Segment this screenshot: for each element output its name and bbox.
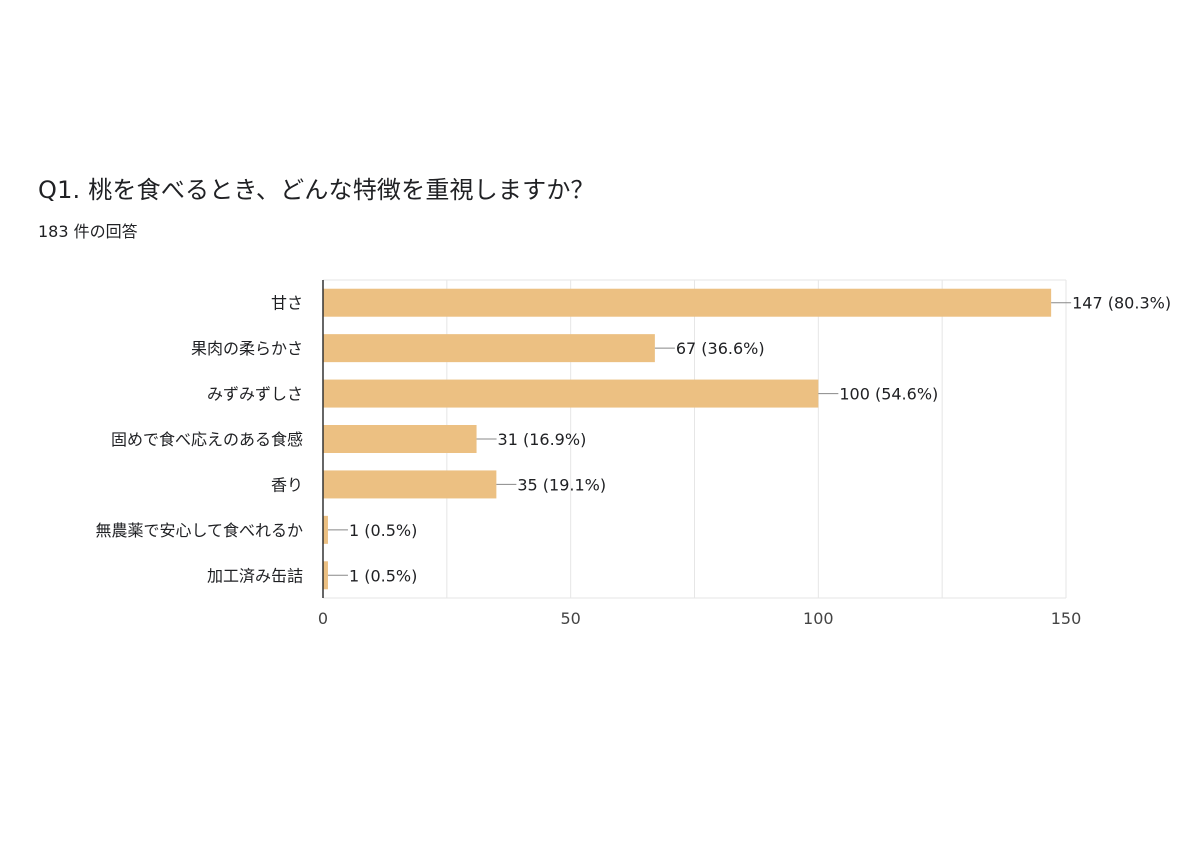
category-label: 果肉の柔らかさ <box>191 339 303 358</box>
bar[interactable] <box>323 425 477 453</box>
data-label: 1 (0.5%) <box>349 566 417 585</box>
data-label: 35 (19.1%) <box>517 475 606 494</box>
x-tick-label: 100 <box>803 609 834 628</box>
bar[interactable] <box>323 561 328 590</box>
category-label: 甘さ <box>271 294 303 313</box>
category-label: 加工済み缶詰 <box>207 566 303 585</box>
bar[interactable] <box>323 470 497 499</box>
data-label: 67 (36.6%) <box>676 339 765 358</box>
bar[interactable] <box>323 515 328 544</box>
axes: 0 50 100 150 <box>318 280 1081 628</box>
category-label: 固めで食べ応えのある食感 <box>111 430 303 449</box>
gridlines <box>323 279 1067 599</box>
data-label: 31 (16.9%) <box>498 430 587 449</box>
bar[interactable] <box>323 288 1052 317</box>
labels: 147 (80.3%) 甘さ 67 (36.6%) 果肉の柔らかさ 100 (54.6%… <box>95 294 1171 586</box>
data-label: 1 (0.5%) <box>349 521 417 540</box>
question-title: Q1. 桃を食べるとき、どんな特徴を重視しますか？ <box>38 176 595 204</box>
response-count: 183 件の回答 <box>38 222 138 241</box>
bar[interactable] <box>323 379 819 408</box>
data-label: 100 (54.6%) <box>839 385 938 404</box>
x-tick-label: 50 <box>560 609 580 628</box>
bars <box>323 288 1052 590</box>
bar[interactable] <box>323 334 655 363</box>
category-label: みずみずしさ <box>207 385 303 404</box>
x-tick-label: 0 <box>318 609 328 628</box>
category-label: 香り <box>271 475 303 494</box>
data-label: 147 (80.3%) <box>1072 294 1171 313</box>
category-label: 無農薬で安心して食べれるか <box>95 521 303 540</box>
x-tick-label: 150 <box>1051 609 1082 628</box>
